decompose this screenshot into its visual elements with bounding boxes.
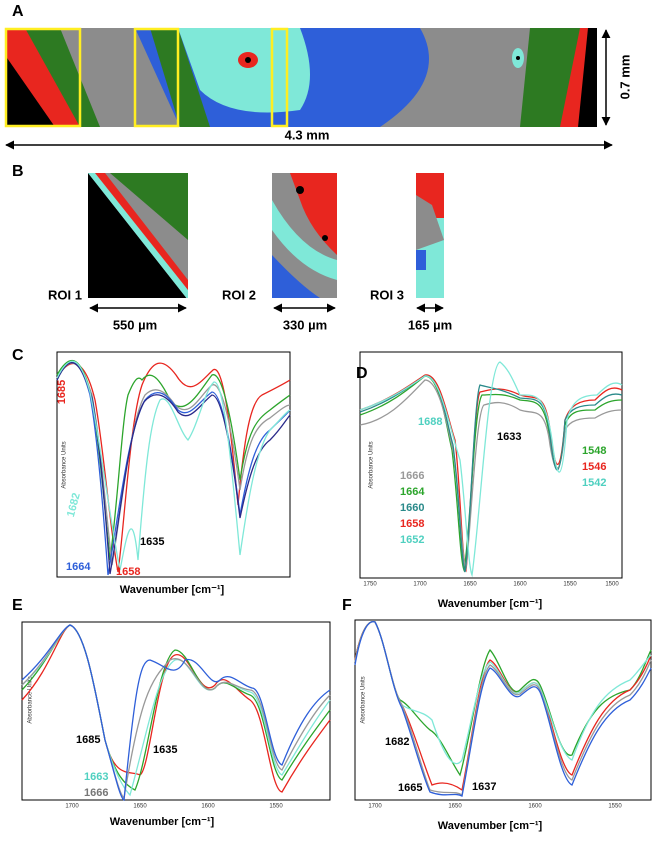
roi-image — [272, 173, 337, 298]
x-axis-label: Wavenumber [cm⁻¹] — [438, 598, 543, 610]
annotation: 1665 — [398, 782, 422, 794]
spectra — [359, 361, 623, 578]
annotation: 1635 — [140, 536, 164, 548]
annotation: 1658 — [116, 566, 140, 578]
annotation: 1635 — [153, 744, 177, 756]
roi-name: ROI 2 — [222, 287, 256, 302]
roi-size: 330 µm — [283, 317, 327, 332]
legend-label: 1664 — [400, 486, 425, 498]
legend-label: 1548 — [582, 445, 606, 457]
annotation: 1664 — [66, 561, 91, 573]
width-label: 4.3 mm — [285, 127, 330, 142]
annotation: 1682 — [65, 492, 83, 519]
roi-image — [416, 173, 444, 298]
plot-frame — [56, 351, 291, 578]
plot-frame — [354, 619, 652, 801]
x-tick-label: 1500 — [605, 582, 619, 588]
x-tick-label: 1700 — [413, 582, 427, 588]
roi-size: 550 µm — [113, 317, 157, 332]
x-axis-label: Wavenumber [cm⁻¹] — [438, 820, 543, 832]
annotation: 1682 — [385, 736, 409, 748]
x-tick-label: 1650 — [448, 804, 462, 810]
height-label: 0.7 mm — [617, 55, 632, 100]
x-tick-label: 1550 — [608, 804, 622, 810]
y-axis-label: Absorbance Units — [28, 676, 34, 723]
annotation: 1666 — [84, 787, 108, 799]
panel-label: F — [342, 597, 352, 614]
x-tick-label: 1600 — [201, 804, 215, 810]
x-tick-label: 1650 — [133, 804, 147, 810]
legend-label: 1660 — [400, 502, 424, 514]
map — [5, 28, 597, 127]
annotation: 1637 — [472, 781, 496, 793]
y-axis-label: Absorbance Units — [369, 441, 375, 488]
roi-name: ROI 3 — [370, 287, 404, 302]
roi-name: ROI 1 — [48, 287, 82, 302]
x-tick-label: 1700 — [368, 804, 382, 810]
x-tick-label: 1750 — [363, 582, 377, 588]
x-tick-label: 1600 — [513, 582, 527, 588]
annotation: 1688 — [418, 416, 442, 428]
spectra — [354, 620, 652, 798]
y-axis-label: Absorbance Units — [361, 676, 367, 723]
annotation: 1663 — [84, 771, 108, 783]
x-tick-label: 1550 — [269, 804, 283, 810]
annotation: 1633 — [497, 431, 521, 443]
legend-label: 1652 — [400, 534, 424, 546]
plot-frame — [21, 621, 331, 801]
spectra — [21, 624, 331, 802]
roi-boxes — [4, 27, 289, 128]
panel-label: C — [12, 347, 24, 364]
spectra — [56, 359, 291, 576]
x-tick-label: 1550 — [563, 582, 577, 588]
legend-label: 1542 — [582, 477, 606, 489]
x-axis-label: Wavenumber [cm⁻¹] — [110, 816, 215, 828]
annotation: 1685 — [56, 380, 68, 404]
panel-label: A — [12, 3, 24, 20]
annotation: 1685 — [76, 734, 100, 746]
legend-label: 1658 — [400, 518, 424, 530]
roi-size: 165 µm — [408, 317, 452, 332]
y-axis-label: Absorbance Units — [62, 441, 68, 488]
x-tick-label: 1700 — [65, 804, 79, 810]
panel-label: B — [12, 163, 24, 180]
plot-frame — [359, 351, 623, 579]
panel-label: D — [356, 365, 368, 382]
legend-label: 1546 — [582, 461, 606, 473]
legend-label: 1666 — [400, 470, 424, 482]
roi-image — [88, 173, 188, 298]
x-tick-label: 1650 — [463, 582, 477, 588]
x-axis-label: Wavenumber [cm⁻¹] — [120, 584, 225, 596]
panel-label: E — [12, 597, 23, 614]
x-tick-label: 1600 — [528, 804, 542, 810]
